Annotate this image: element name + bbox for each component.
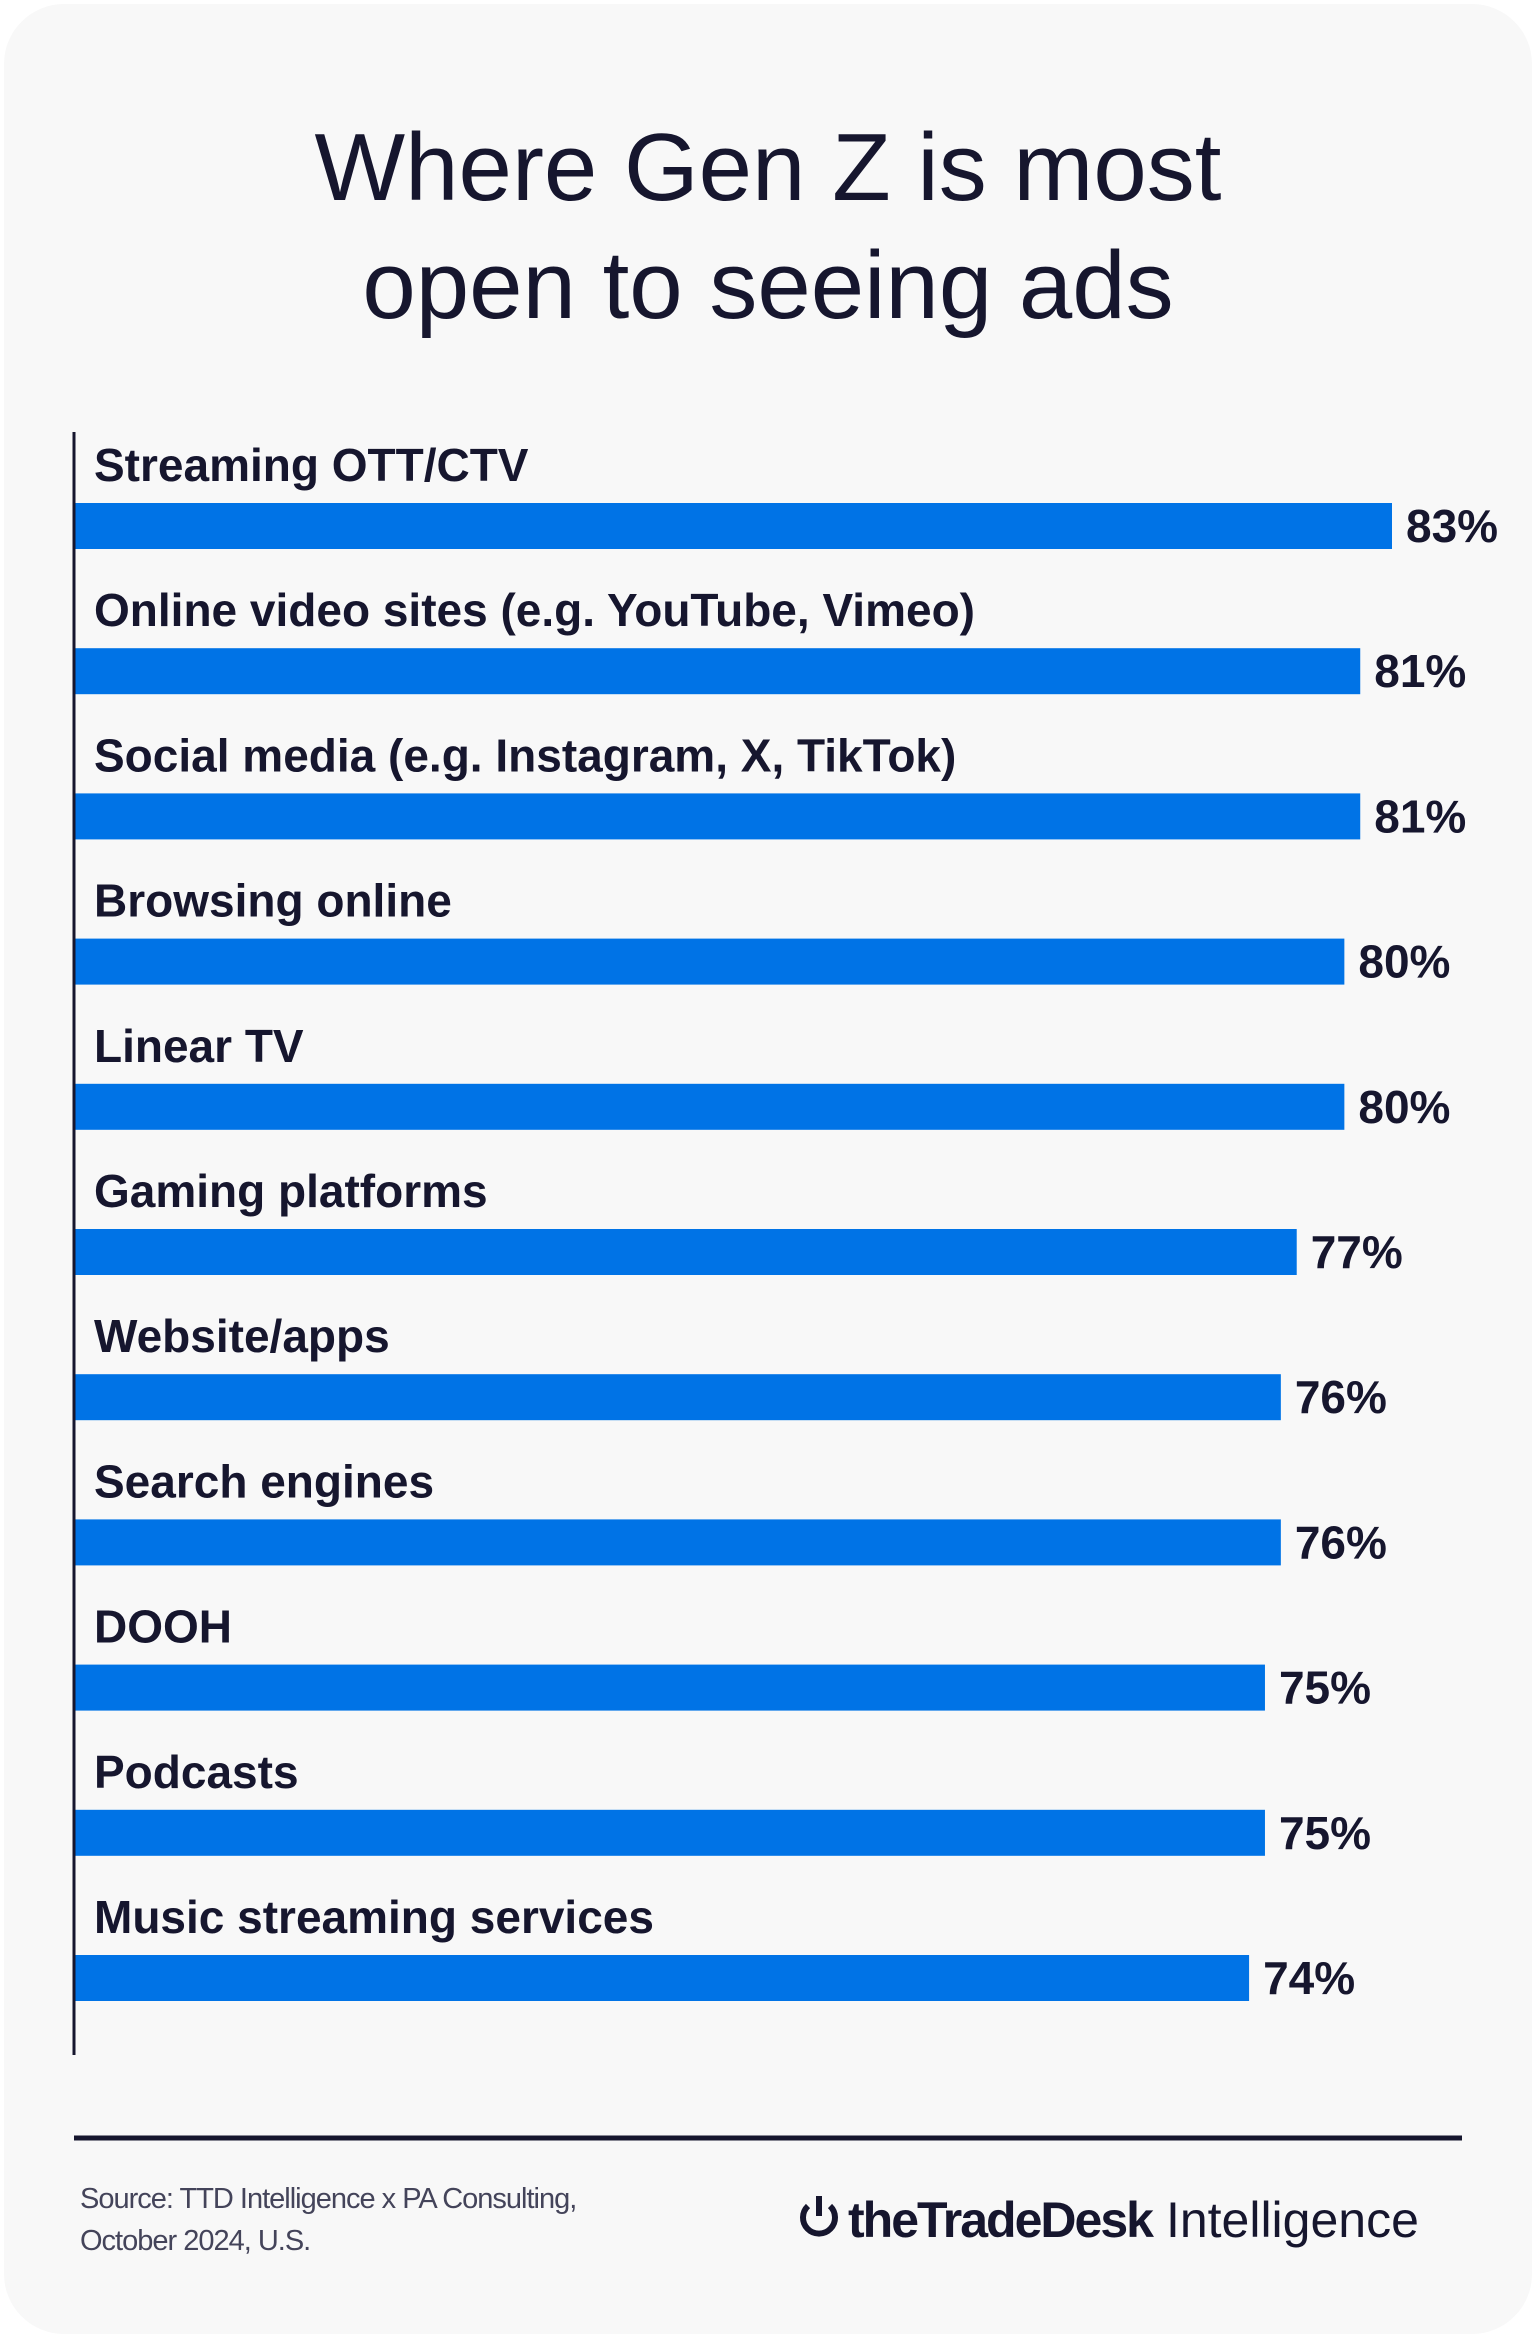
data-label: 74% bbox=[1263, 1952, 1355, 2004]
chart-title-line-2: open to seeing ads bbox=[362, 232, 1173, 339]
bar bbox=[74, 1809, 1265, 1856]
chart-card bbox=[4, 4, 1532, 2334]
data-label: 83% bbox=[1406, 500, 1498, 552]
category-label: Browsing online bbox=[94, 875, 452, 927]
data-label: 81% bbox=[1374, 790, 1466, 842]
data-label: 76% bbox=[1295, 1516, 1387, 1568]
bar bbox=[74, 793, 1361, 840]
source-line-1: Source: TTD Intelligence x PA Consulting… bbox=[80, 2183, 576, 2215]
logo-bold: theTradeDesk bbox=[848, 2192, 1154, 2248]
bar bbox=[74, 648, 1361, 695]
category-label: Podcasts bbox=[94, 1746, 299, 1798]
category-label: Online video sites (e.g. YouTube, Vimeo) bbox=[94, 584, 975, 636]
data-label: 75% bbox=[1279, 1662, 1371, 1714]
bar bbox=[74, 1083, 1345, 1130]
data-label: 76% bbox=[1295, 1371, 1387, 1423]
bar bbox=[74, 1374, 1281, 1421]
tradedesk-logo: theTradeDesk Intelligence bbox=[800, 2192, 1419, 2248]
data-label: 75% bbox=[1279, 1807, 1371, 1859]
logo-regular: Intelligence bbox=[1166, 2192, 1419, 2248]
category-label: Social media (e.g. Instagram, X, TikTok) bbox=[94, 729, 956, 781]
data-label: 80% bbox=[1358, 1081, 1450, 1133]
power-icon bbox=[800, 2196, 838, 2237]
category-label: Music streaming services bbox=[94, 1891, 654, 1943]
logo-text: theTradeDesk Intelligence bbox=[848, 2192, 1419, 2248]
data-label: 80% bbox=[1358, 936, 1450, 988]
category-label: DOOH bbox=[94, 1601, 232, 1653]
category-label: Website/apps bbox=[94, 1310, 390, 1362]
chart-title-line-1: Where Gen Z is most bbox=[315, 114, 1222, 221]
category-label: Streaming OTT/CTV bbox=[94, 439, 529, 491]
bar bbox=[74, 938, 1345, 985]
category-label: Gaming platforms bbox=[94, 1165, 488, 1217]
bar bbox=[74, 1955, 1250, 2001]
source-line-2: October 2024, U.S. bbox=[80, 2225, 310, 2257]
data-label: 81% bbox=[1374, 645, 1466, 697]
category-label: Linear TV bbox=[94, 1020, 304, 1072]
bar bbox=[74, 1519, 1281, 1566]
data-label: 77% bbox=[1311, 1226, 1403, 1278]
category-label: Search engines bbox=[94, 1455, 434, 1507]
bar bbox=[74, 1229, 1297, 1275]
bar bbox=[74, 1664, 1265, 1711]
bar bbox=[74, 503, 1392, 549]
